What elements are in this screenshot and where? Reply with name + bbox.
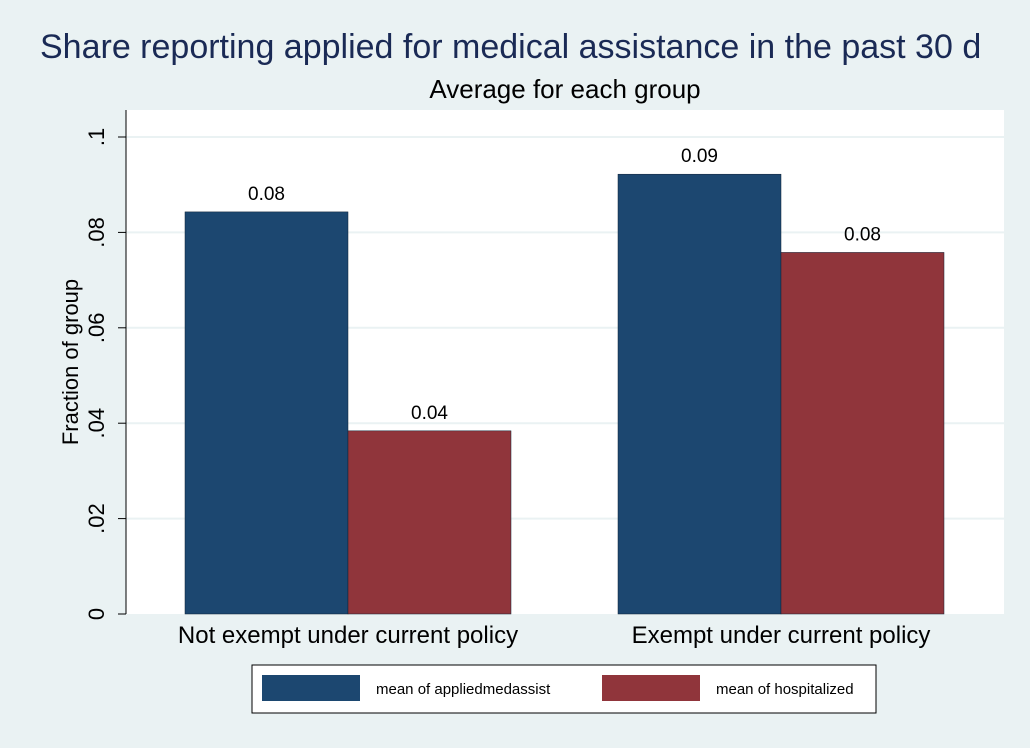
legend-items: mean of appliedmedassist mean of hospital…: [262, 675, 854, 701]
y-tick-label: .04: [84, 408, 109, 439]
y-tick-label: .06: [84, 313, 109, 344]
bar-data-label: 0.09: [681, 146, 718, 167]
legend-swatch: [602, 675, 700, 701]
x-tick-label: Not exempt under current policy: [178, 622, 518, 649]
chart-subtitle: Average for each group: [429, 74, 700, 104]
y-tick-label: 0: [84, 608, 109, 620]
bar-data-label: 0.04: [411, 403, 448, 424]
bar: [184, 211, 349, 615]
y-tick-label: .1: [84, 128, 109, 146]
bar: [617, 173, 782, 615]
bars: [184, 173, 945, 615]
legend-label: mean of appliedmedassist: [376, 681, 551, 698]
bar: [347, 430, 512, 615]
data-labels: 0.08 0.04 0.09 0.08: [248, 146, 881, 424]
bar-data-label: 0.08: [844, 224, 881, 245]
legend-label: mean of hospitalized: [716, 681, 854, 698]
x-ticks: Not exempt under current policy Exempt un…: [178, 622, 930, 649]
legend: mean of appliedmedassist mean of hospital…: [251, 664, 877, 714]
bar-data-label: 0.08: [248, 184, 285, 205]
y-tick-label: .08: [84, 217, 109, 248]
x-tick-label: Exempt under current policy: [632, 622, 931, 649]
y-tick-label: .02: [84, 503, 109, 534]
y-ticks: 0 .02 .04 .06 .08 .1: [84, 128, 126, 620]
y-axis-title: Fraction of group: [58, 279, 83, 445]
chart-title: Share reporting applied for medical assi…: [40, 28, 981, 66]
legend-swatch: [262, 675, 360, 701]
bar: [780, 252, 945, 615]
